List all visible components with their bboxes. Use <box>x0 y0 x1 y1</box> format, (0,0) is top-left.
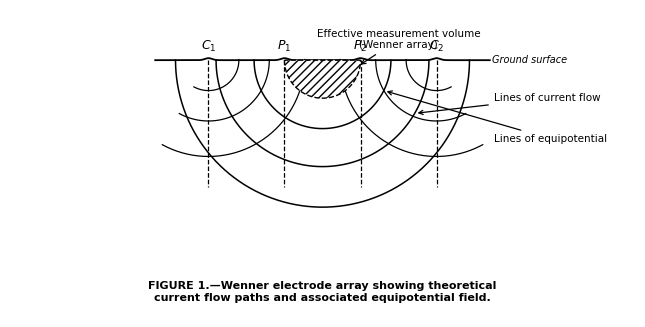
Text: Effective measurement volume
(Wenner array): Effective measurement volume (Wenner arr… <box>317 29 481 64</box>
Text: $P_1$: $P_1$ <box>277 39 292 54</box>
Polygon shape <box>284 60 361 98</box>
Text: Ground surface: Ground surface <box>492 55 568 65</box>
Text: FIGURE 1.—Wenner electrode array showing theoretical
current flow paths and asso: FIGURE 1.—Wenner electrode array showing… <box>148 281 497 303</box>
Text: $C_1$: $C_1$ <box>201 39 216 54</box>
Text: Lines of current flow: Lines of current flow <box>419 93 600 114</box>
Text: $C_2$: $C_2$ <box>429 39 444 54</box>
Text: Lines of equipotential: Lines of equipotential <box>388 91 607 144</box>
Text: $P_2$: $P_2$ <box>353 39 368 54</box>
